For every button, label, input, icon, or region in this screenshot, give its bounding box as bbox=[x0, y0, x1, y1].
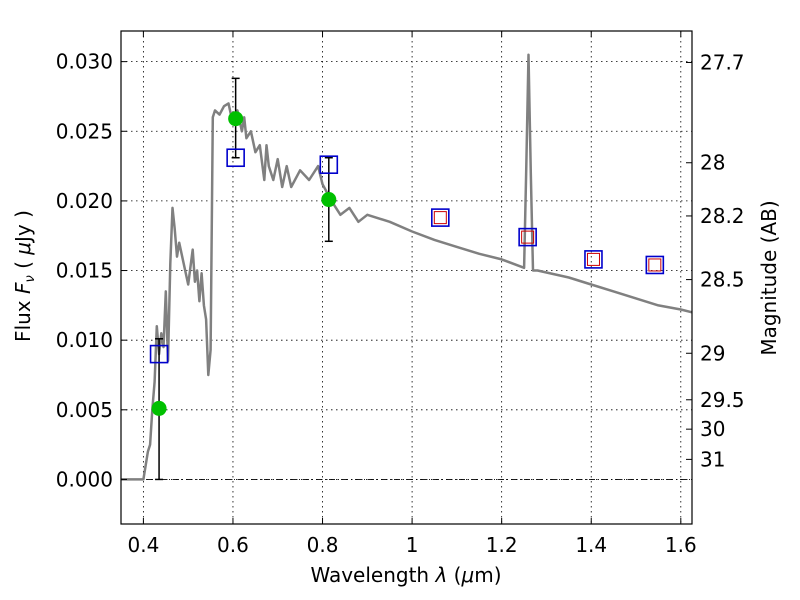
mag-tick-label: 29 bbox=[700, 341, 725, 365]
model-photometry-box bbox=[226, 148, 245, 168]
model-photometry-box bbox=[584, 250, 603, 269]
photometry-point bbox=[151, 400, 167, 416]
model-photometry-box bbox=[319, 155, 339, 174]
y-tick-label: 0.010 bbox=[56, 328, 113, 352]
y-tick-label: 0.015 bbox=[56, 259, 113, 283]
model-photometry-box bbox=[149, 344, 169, 364]
y-tick-label: 0.000 bbox=[56, 467, 113, 491]
model-photometry-inner-box bbox=[586, 252, 600, 266]
y-tick-label: 0.025 bbox=[56, 119, 113, 143]
y2-axis-label: Magnitude (AB) bbox=[757, 200, 781, 355]
sed-curve bbox=[121, 53, 693, 481]
mag-tick-label: 27.7 bbox=[700, 50, 745, 74]
model-photometry-box bbox=[645, 255, 665, 275]
model-photometry-inner-box bbox=[648, 258, 662, 272]
mag-tick-label: 29.5 bbox=[700, 388, 745, 412]
x-tick-label: 1.2 bbox=[486, 533, 518, 557]
y-axis-label: Flux Fν ( μJy ) bbox=[11, 210, 38, 342]
y-tick-label: 0.020 bbox=[56, 189, 113, 213]
y-tick-label: 0.005 bbox=[56, 398, 113, 422]
y-tick-label: 0.030 bbox=[56, 50, 113, 74]
mag-tick-label: 28 bbox=[700, 151, 725, 175]
model-photometry-inner-box bbox=[521, 230, 535, 244]
plot-area bbox=[121, 53, 693, 481]
x-tick-label: 1.4 bbox=[575, 533, 607, 557]
mag-tick-label: 28.5 bbox=[700, 268, 745, 292]
model-photometry-inner-box bbox=[433, 211, 447, 225]
mag-tick-label: 28.2 bbox=[700, 204, 745, 228]
x-axis-label: Wavelength λ (μm) bbox=[310, 563, 501, 587]
grid-lines bbox=[121, 31, 692, 524]
model-photometry-box bbox=[431, 208, 450, 227]
photometry-point bbox=[321, 192, 337, 208]
x-tick-label: 1 bbox=[406, 533, 419, 557]
plot-frame bbox=[120, 30, 693, 525]
x-tick-label: 0.6 bbox=[217, 533, 249, 557]
model-photometry-box bbox=[518, 227, 537, 247]
x-tick-label: 1.6 bbox=[665, 533, 697, 557]
x-tick-label: 0.8 bbox=[307, 533, 339, 557]
mag-tick-label: 30 bbox=[700, 417, 725, 441]
axis-ticks: 0.4 0.6 0.8 1 1.2 1.4 1.6 0.000 0.005 0.010 0.015 0… bbox=[56, 31, 745, 557]
mag-tick-label: 31 bbox=[700, 447, 725, 471]
x-tick-label: 0.4 bbox=[127, 533, 159, 557]
photometry-point bbox=[228, 111, 244, 127]
